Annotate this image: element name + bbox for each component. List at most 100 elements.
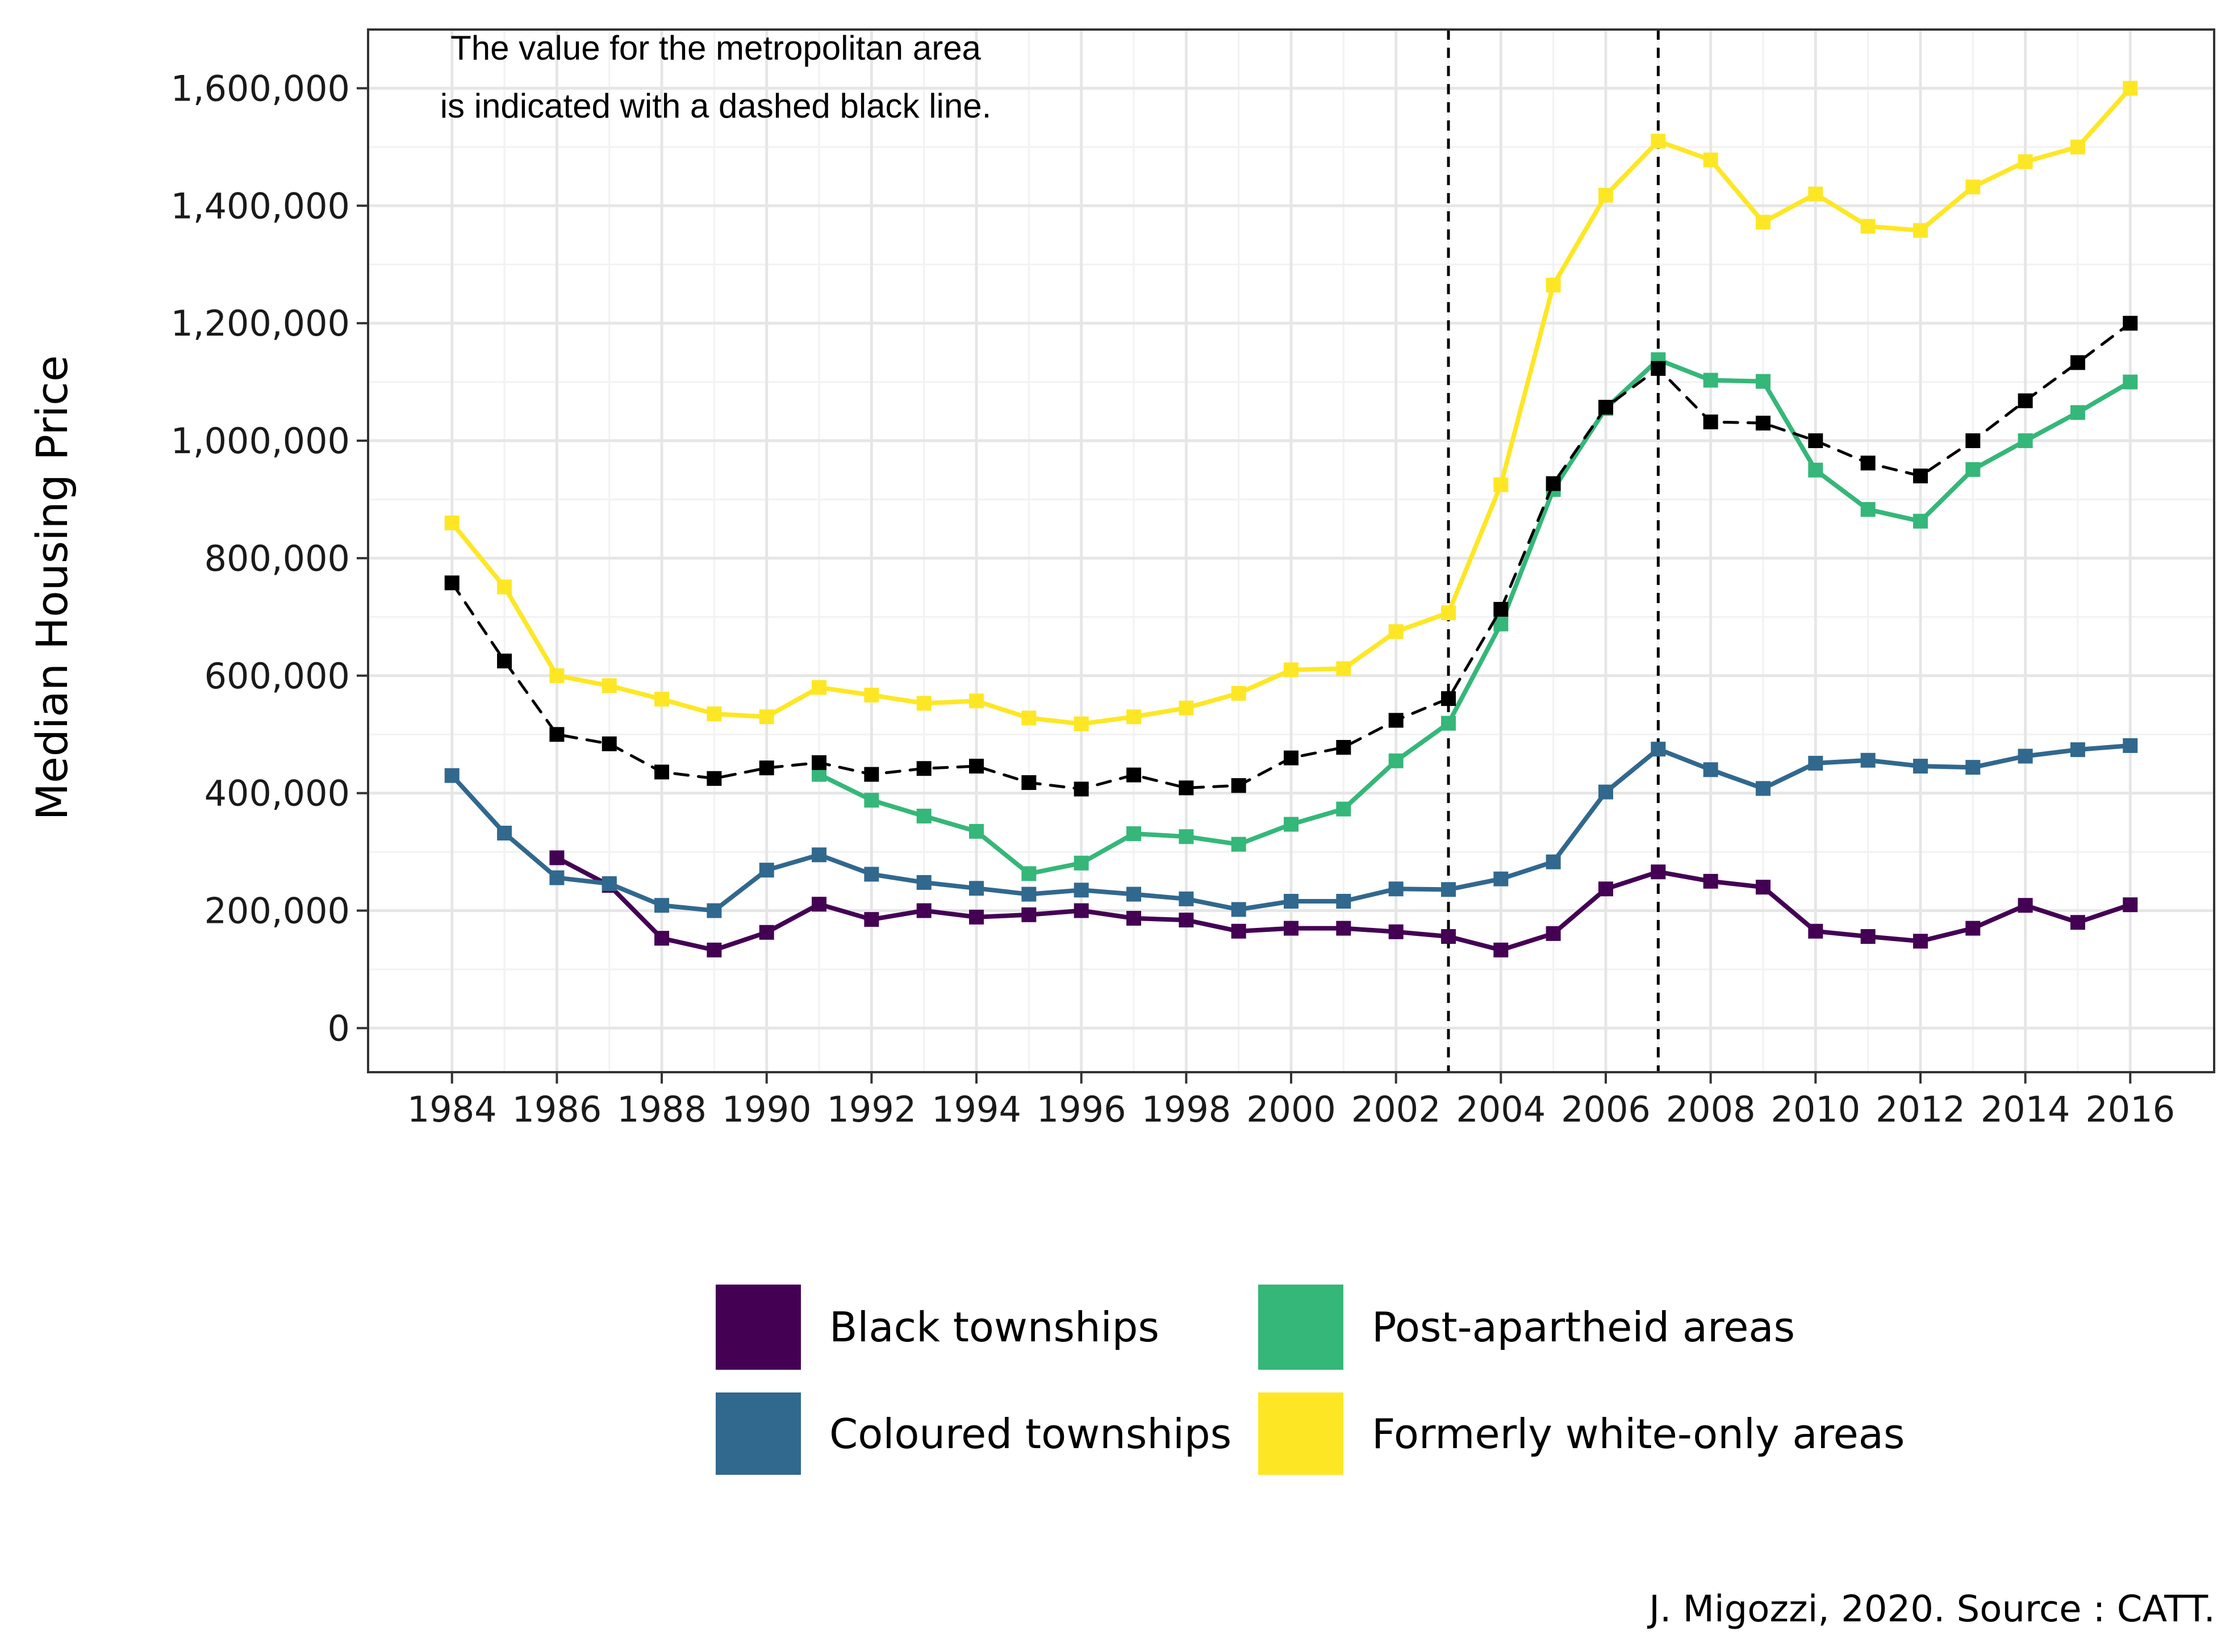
data-point — [1913, 759, 1928, 774]
data-point — [654, 931, 670, 946]
x-tick-label: 1990 — [722, 1089, 812, 1130]
data-point — [916, 809, 932, 824]
data-point — [1493, 942, 1509, 957]
x-tick-label: 1984 — [407, 1089, 497, 1130]
data-point — [812, 680, 827, 695]
data-point — [2123, 316, 2138, 331]
data-point — [1284, 817, 1298, 832]
data-point — [1126, 709, 1142, 725]
data-point — [1440, 691, 1456, 706]
y-tick-label: 1,400,000 — [170, 185, 350, 227]
grid-layer — [368, 30, 2214, 1072]
data-point — [759, 709, 774, 725]
data-point — [1074, 883, 1089, 898]
annotation-line-2: is indicated with a dashed black line. — [440, 87, 992, 125]
data-point — [2070, 139, 2085, 154]
data-point — [1284, 893, 1298, 909]
data-point — [1755, 374, 1771, 389]
data-point — [1965, 433, 1981, 449]
data-point — [812, 897, 827, 912]
data-point — [1388, 624, 1404, 639]
data-point — [1231, 837, 1246, 852]
data-point — [1808, 186, 1823, 202]
data-point — [549, 727, 565, 742]
data-point — [1493, 477, 1509, 492]
series-line-formerly-white-only-areas-points — [444, 81, 2138, 731]
data-point — [1703, 873, 1718, 889]
data-point — [969, 881, 984, 896]
data-point — [1913, 934, 1928, 949]
data-point — [2018, 748, 2033, 764]
data-point — [1336, 893, 1351, 909]
x-tick-label: 2016 — [2085, 1089, 2175, 1130]
data-point — [1231, 778, 1246, 793]
data-point — [1755, 781, 1771, 796]
data-point — [1860, 929, 1876, 944]
data-point — [497, 826, 512, 841]
data-point — [1336, 921, 1351, 936]
data-point — [549, 870, 565, 885]
x-tick-label: 2010 — [1771, 1089, 1860, 1130]
data-point — [1546, 476, 1561, 491]
data-point — [444, 768, 460, 783]
legend-label-formerly-white-only-areas: Formerly white-only areas — [1372, 1410, 1905, 1458]
data-point — [864, 767, 879, 782]
data-point — [1179, 913, 1194, 928]
data-point — [1965, 462, 1981, 477]
data-point — [497, 653, 512, 668]
data-point — [969, 693, 984, 709]
data-point — [707, 771, 722, 786]
data-point — [2123, 738, 2138, 753]
data-point — [1388, 713, 1404, 728]
data-point — [1965, 179, 1981, 195]
data-point — [864, 793, 879, 808]
data-point — [1179, 780, 1194, 796]
data-point — [654, 898, 670, 913]
reference-lines — [1447, 30, 1660, 1072]
data-point — [864, 867, 879, 882]
data-point — [1703, 373, 1718, 388]
series-line-post-apartheid-areas — [817, 357, 2133, 876]
data-point — [1231, 685, 1246, 701]
data-point — [1231, 923, 1246, 939]
data-point — [1388, 924, 1404, 939]
data-point — [1546, 854, 1561, 869]
y-tick-label: 600,000 — [204, 655, 350, 697]
series-line-coloured-townships-points — [444, 738, 2138, 918]
data-point — [1703, 414, 1718, 429]
data-point — [1440, 882, 1456, 897]
data-point — [759, 863, 774, 878]
data-point — [1651, 133, 1666, 149]
x-tick-label: 1996 — [1037, 1089, 1126, 1130]
data-point — [2070, 742, 2085, 758]
axis-layer: 0 200,000 400,000 600,000 800,000 1,000,000 1,… — [170, 28, 2215, 1130]
data-point — [1179, 891, 1194, 906]
legend-swatch-coloured-townships — [716, 1392, 801, 1475]
data-point — [1388, 881, 1404, 897]
data-point — [444, 515, 460, 530]
data-point — [1546, 277, 1561, 292]
data-point — [2123, 374, 2138, 390]
data-point — [1598, 881, 1613, 897]
x-tick-label: 1994 — [932, 1089, 1021, 1130]
x-tick-label: 2002 — [1351, 1089, 1441, 1130]
series-line-metropolitan-points — [444, 316, 2138, 797]
legend-swatch-post-apartheid-areas — [1258, 1285, 1343, 1370]
data-point — [2018, 433, 2033, 449]
data-point — [864, 687, 879, 702]
annotation-line-1: The value for the metropolitan area — [450, 29, 981, 67]
data-point — [759, 925, 774, 940]
x-tick-label: 2008 — [1666, 1089, 1756, 1130]
legend-label-post-apartheid-areas: Post-apartheid areas — [1372, 1303, 1795, 1351]
x-tick-label: 1992 — [826, 1089, 916, 1130]
data-point — [1860, 219, 1876, 234]
data-point — [1913, 469, 1928, 484]
data-point — [1021, 886, 1037, 902]
data-point — [1126, 767, 1142, 783]
data-point — [1493, 871, 1509, 886]
data-point — [1336, 661, 1351, 676]
data-point — [1808, 433, 1823, 449]
data-point — [1074, 903, 1089, 918]
